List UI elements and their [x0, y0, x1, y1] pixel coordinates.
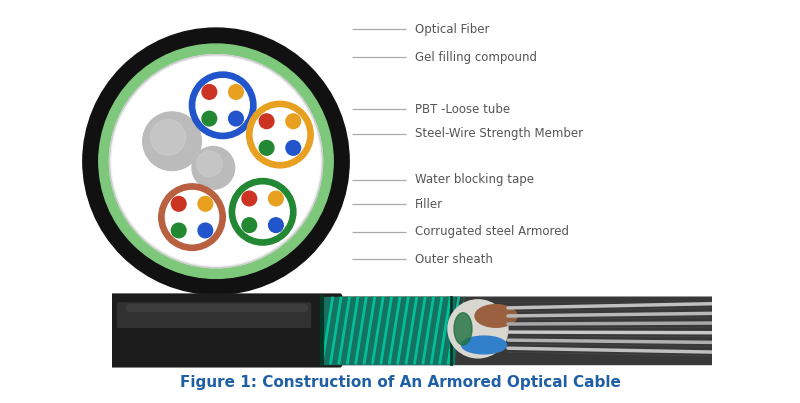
Text: Optical Fiber: Optical Fiber	[414, 23, 490, 36]
Circle shape	[110, 55, 322, 268]
Circle shape	[269, 191, 283, 206]
Circle shape	[142, 112, 202, 170]
Text: Filler: Filler	[414, 197, 443, 211]
Text: Steel-Wire Strength Member: Steel-Wire Strength Member	[414, 127, 583, 140]
Circle shape	[254, 108, 306, 161]
Ellipse shape	[462, 336, 506, 354]
Circle shape	[197, 151, 222, 177]
Ellipse shape	[475, 305, 517, 327]
Circle shape	[236, 185, 290, 239]
Circle shape	[112, 57, 320, 265]
Ellipse shape	[448, 300, 508, 358]
Circle shape	[202, 111, 217, 126]
Circle shape	[230, 179, 296, 245]
Circle shape	[242, 218, 257, 233]
Text: PBT -Loose tube: PBT -Loose tube	[414, 103, 510, 116]
Circle shape	[190, 72, 256, 139]
Text: Corrugated steel Armored: Corrugated steel Armored	[414, 225, 569, 238]
Circle shape	[166, 191, 218, 244]
Circle shape	[99, 44, 333, 278]
Circle shape	[158, 184, 226, 250]
Circle shape	[171, 197, 186, 211]
Bar	[322, 297, 454, 364]
Circle shape	[259, 114, 274, 129]
Circle shape	[229, 85, 243, 99]
Circle shape	[171, 223, 186, 238]
Circle shape	[150, 120, 186, 155]
Circle shape	[286, 141, 301, 155]
Text: Figure 1: Construction of An Armored Optical Cable: Figure 1: Construction of An Armored Opt…	[179, 375, 621, 391]
Circle shape	[198, 223, 213, 238]
Text: Outer sheath: Outer sheath	[414, 253, 493, 266]
Circle shape	[196, 79, 250, 132]
Circle shape	[259, 141, 274, 155]
Circle shape	[242, 191, 257, 206]
FancyBboxPatch shape	[112, 297, 712, 364]
Circle shape	[246, 101, 314, 168]
Ellipse shape	[454, 313, 472, 345]
Circle shape	[269, 218, 283, 233]
Circle shape	[192, 147, 234, 189]
FancyBboxPatch shape	[110, 293, 342, 368]
Circle shape	[83, 28, 349, 294]
Circle shape	[229, 111, 243, 126]
Circle shape	[198, 197, 213, 211]
Circle shape	[286, 114, 301, 129]
Circle shape	[202, 85, 217, 99]
Text: Gel filling compound: Gel filling compound	[414, 50, 537, 64]
Bar	[112, 297, 712, 364]
Text: Water blocking tape: Water blocking tape	[414, 173, 534, 186]
FancyBboxPatch shape	[117, 302, 311, 328]
